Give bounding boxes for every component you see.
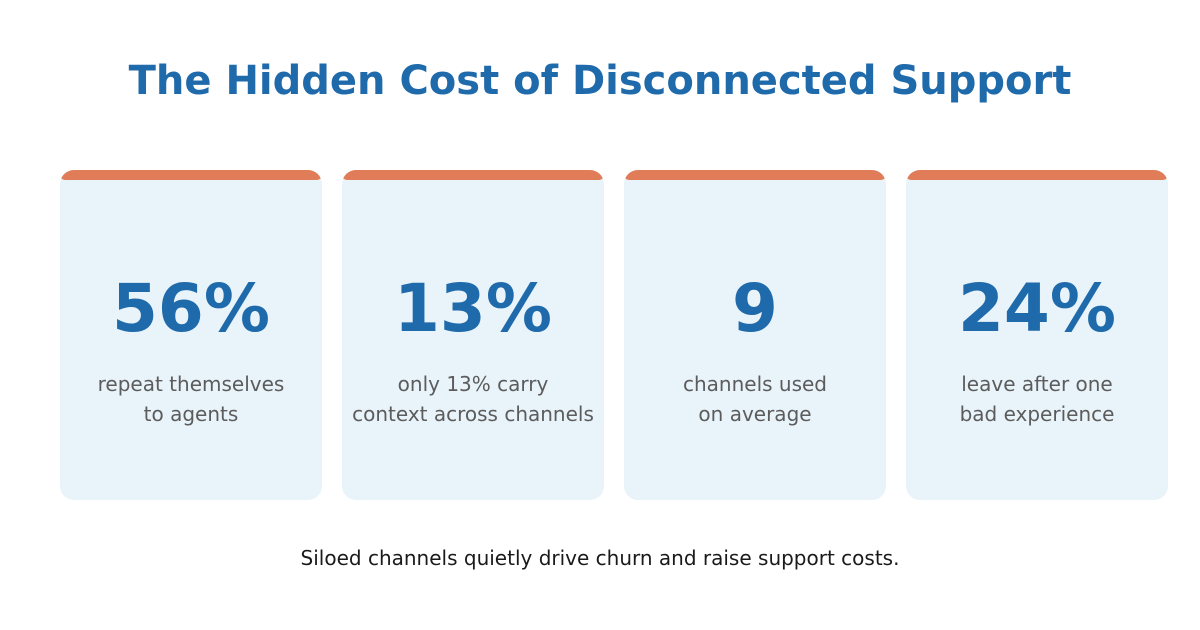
stat-caption: repeat themselves to agents [60, 369, 322, 429]
stat-value: 9 [732, 270, 778, 347]
stat-caption: leave after one bad experience [906, 369, 1168, 429]
footer-summary: Siloed channels quietly drive churn and … [300, 546, 900, 570]
stat-card-context: 13% only 13% carry context across channe… [342, 170, 604, 500]
stat-caption: channels used on average [624, 369, 886, 429]
card-accent-bar [60, 170, 322, 180]
stat-caption-line: repeat themselves [97, 372, 285, 396]
stat-caption-line: channels used [682, 372, 827, 396]
stat-value: 56% [112, 270, 270, 347]
stat-card-channels: 9 channels used on average [624, 170, 886, 500]
card-accent-bar [624, 170, 886, 180]
stat-caption-line: on average [698, 402, 812, 426]
stat-caption-line: to agents [143, 402, 239, 426]
stat-caption-line: bad experience [959, 402, 1115, 426]
card-accent-bar [342, 170, 604, 180]
stat-card-repeat: 56% repeat themselves to agents [60, 170, 322, 500]
stat-caption: only 13% carry context across channels [342, 369, 604, 429]
stat-caption-line: context across channels [352, 402, 594, 426]
stat-value: 24% [958, 270, 1116, 347]
stat-caption-line: only 13% carry [397, 372, 549, 396]
stat-value: 13% [394, 270, 552, 347]
page-title: The Hidden Cost of Disconnected Support [128, 58, 1072, 104]
stat-caption-line: leave after one [961, 372, 1113, 396]
stat-cards: 56% repeat themselves to agents 13% only… [60, 170, 1168, 500]
card-accent-bar [906, 170, 1168, 180]
stat-card-churn: 24% leave after one bad experience [906, 170, 1168, 500]
